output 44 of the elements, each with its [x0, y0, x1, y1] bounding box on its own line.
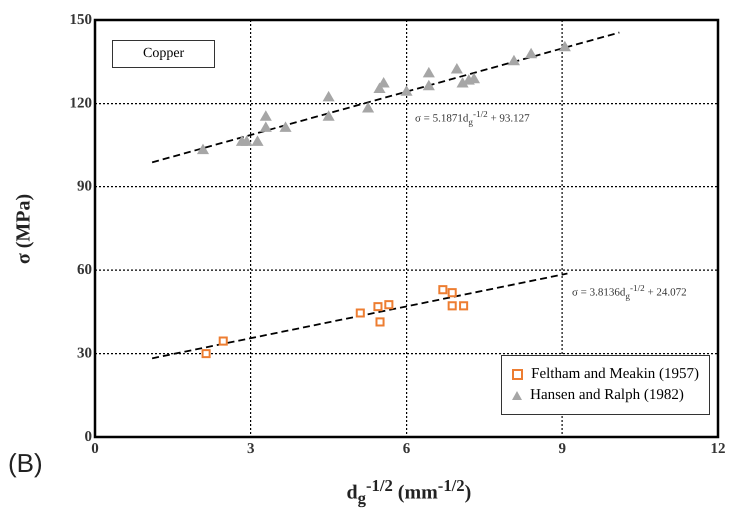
point: [252, 136, 263, 146]
point: [280, 122, 291, 132]
point: [260, 122, 272, 132]
y-tick-label: 30: [77, 345, 92, 362]
point: [452, 64, 462, 74]
point: [384, 300, 394, 310]
annotation: σ = 3.8136d$_{g}$$^{-1/2}$ + 24.072: [572, 283, 687, 301]
legend-label: Feltham and Meakin (1957): [531, 366, 699, 383]
y-tick-label: 60: [77, 262, 92, 278]
y-tick-label: 90: [77, 178, 92, 195]
point: [375, 317, 385, 326]
point: [202, 349, 211, 358]
x-axis-title: d$_{g}$$^{-1/2}$ (mm$^{-1/2}$): [346, 476, 472, 509]
point: [508, 56, 520, 66]
x-tick-label: 9: [558, 440, 566, 457]
point: [323, 111, 334, 121]
point: [448, 301, 457, 310]
text-box: Copper: [112, 40, 216, 68]
point: [241, 136, 252, 146]
point: [260, 111, 272, 121]
point: [401, 86, 412, 96]
point: [438, 285, 448, 294]
text: (B): [8, 448, 43, 479]
x-tick-label: 12: [710, 440, 726, 457]
point: [373, 302, 382, 312]
point: [198, 144, 208, 154]
point: [218, 336, 228, 346]
y-tick-label: 150: [70, 12, 92, 28]
point: [323, 92, 334, 102]
y-axis-title: σ (MPa): [12, 193, 36, 264]
x-tick-label: 3: [247, 440, 254, 457]
point: [526, 48, 536, 58]
point: [560, 42, 570, 52]
y-tick-label: 0: [84, 428, 92, 445]
point: [423, 68, 434, 78]
point: [448, 288, 457, 298]
point: [356, 308, 365, 318]
point: [423, 80, 434, 90]
y-tick-label: 120: [70, 95, 92, 112]
legend-label: Hansen and Ralph (1982): [530, 387, 684, 404]
point: [459, 301, 468, 310]
point: [362, 102, 374, 112]
annotation: σ = 5.1871d$_{g}$$^{-1/2}$ + 93.127: [415, 109, 530, 127]
x-tick-label: 6: [402, 440, 411, 457]
